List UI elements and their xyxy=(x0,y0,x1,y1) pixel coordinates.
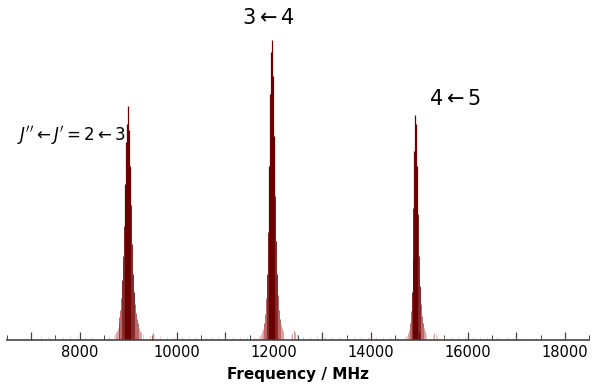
X-axis label: Frequency / MHz: Frequency / MHz xyxy=(227,367,369,382)
Text: $4 \leftarrow 5$: $4 \leftarrow 5$ xyxy=(429,89,481,109)
Text: $3 \leftarrow 4$: $3 \leftarrow 4$ xyxy=(242,8,295,28)
Text: $J'' \leftarrow J' = 2 \leftarrow 3$: $J'' \leftarrow J' = 2 \leftarrow 3$ xyxy=(17,124,125,147)
